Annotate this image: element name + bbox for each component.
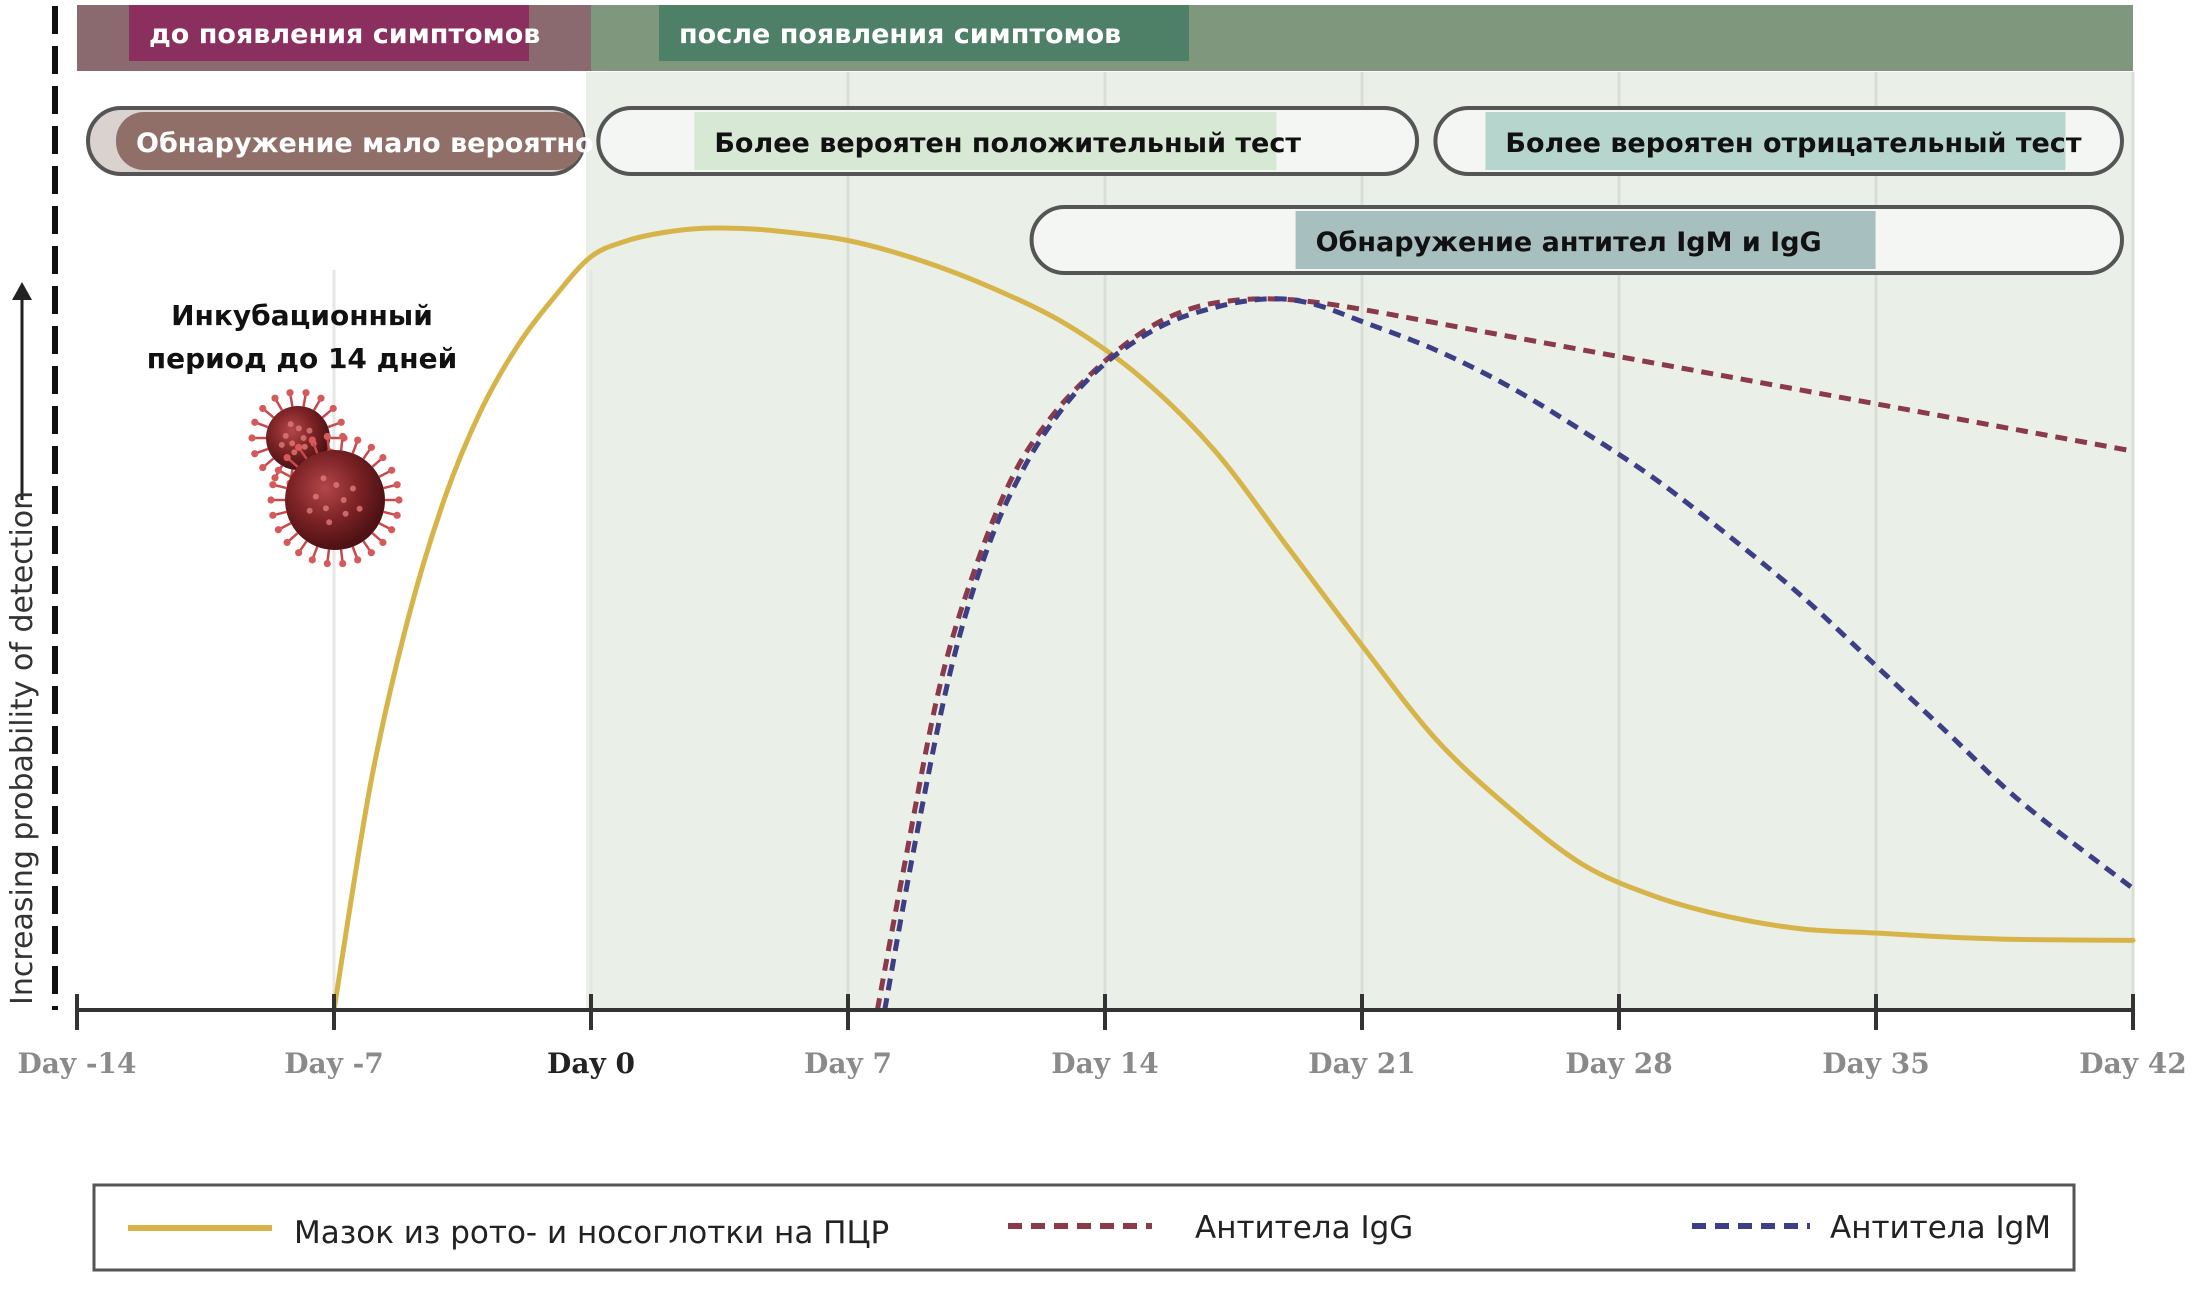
- band-fill: [1295, 211, 1876, 269]
- y-axis: Increasing probability of detection: [5, 282, 40, 1005]
- x-tick-label: Day 28: [1565, 1047, 1672, 1080]
- x-tick-label: Day 7: [804, 1047, 892, 1080]
- phase-label: после появления симптомов: [679, 19, 1121, 50]
- phase-label-bg: [129, 5, 529, 61]
- status-band: Более вероятен положительный тест: [596, 106, 1420, 176]
- x-tick-label: Day 0: [547, 1047, 635, 1080]
- x-tick-label: Day -7: [284, 1047, 384, 1080]
- band-fill: [694, 112, 1277, 170]
- band-label: Более вероятен положительный тест: [714, 128, 1301, 159]
- band-fill: [116, 112, 584, 170]
- status-bands: Обнаружение мало вероятно Более вероятен …: [86, 106, 2124, 275]
- band-label: Обнаружение мало вероятно: [136, 128, 594, 159]
- band-label: Обнаружение антител IgM и IgG: [1316, 227, 1822, 258]
- x-tick-label: Day 42: [2079, 1047, 2186, 1080]
- virus-icon: [248, 389, 403, 568]
- status-band: Обнаружение мало вероятно: [86, 106, 594, 176]
- phase-header: до появления симптомов после появления си…: [77, 5, 2133, 71]
- x-tick-label: Day 14: [1051, 1047, 1158, 1080]
- legend-label: Антитела IgG: [1195, 1210, 1413, 1246]
- phase-label-bg: [659, 5, 1189, 61]
- x-axis: Day -14 Day -7 Day 0 Day 7 Day 14 Day 21 Day 2…: [17, 994, 2187, 1080]
- legend: Мазок из рото- и носоглотки на ПЦР Антите…: [92, 1183, 2076, 1272]
- incubation-line-2: период до 14 дней: [147, 342, 457, 375]
- incubation-line-1: Инкубационный: [171, 299, 433, 332]
- series-lines: [331, 225, 2136, 1013]
- y-axis-arrow-head: [12, 282, 32, 300]
- series-line: [331, 225, 2136, 1013]
- virus-particle: [267, 432, 403, 568]
- legend-label: Антитела IgM: [1830, 1210, 2051, 1246]
- status-band: Обнаружение антител IgM и IgG: [1029, 205, 2124, 275]
- incubation-annotation: Инкубационный период до 14 дней: [147, 299, 457, 375]
- y-axis-label: Increasing probability of detection: [5, 491, 40, 1005]
- legend-label: Мазок из рото- и носоглотки на ПЦР: [294, 1215, 889, 1251]
- status-band: Более вероятен отрицательный тест: [1433, 106, 2124, 176]
- band-label: Более вероятен отрицательный тест: [1505, 128, 2081, 159]
- x-tick-label: Day 21: [1308, 1047, 1415, 1080]
- x-tick-label: Day 35: [1822, 1047, 1929, 1080]
- phase-label: до появления симптомов: [149, 19, 540, 50]
- band-fill: [1485, 112, 2066, 170]
- x-tick-label: Day -14: [17, 1047, 136, 1080]
